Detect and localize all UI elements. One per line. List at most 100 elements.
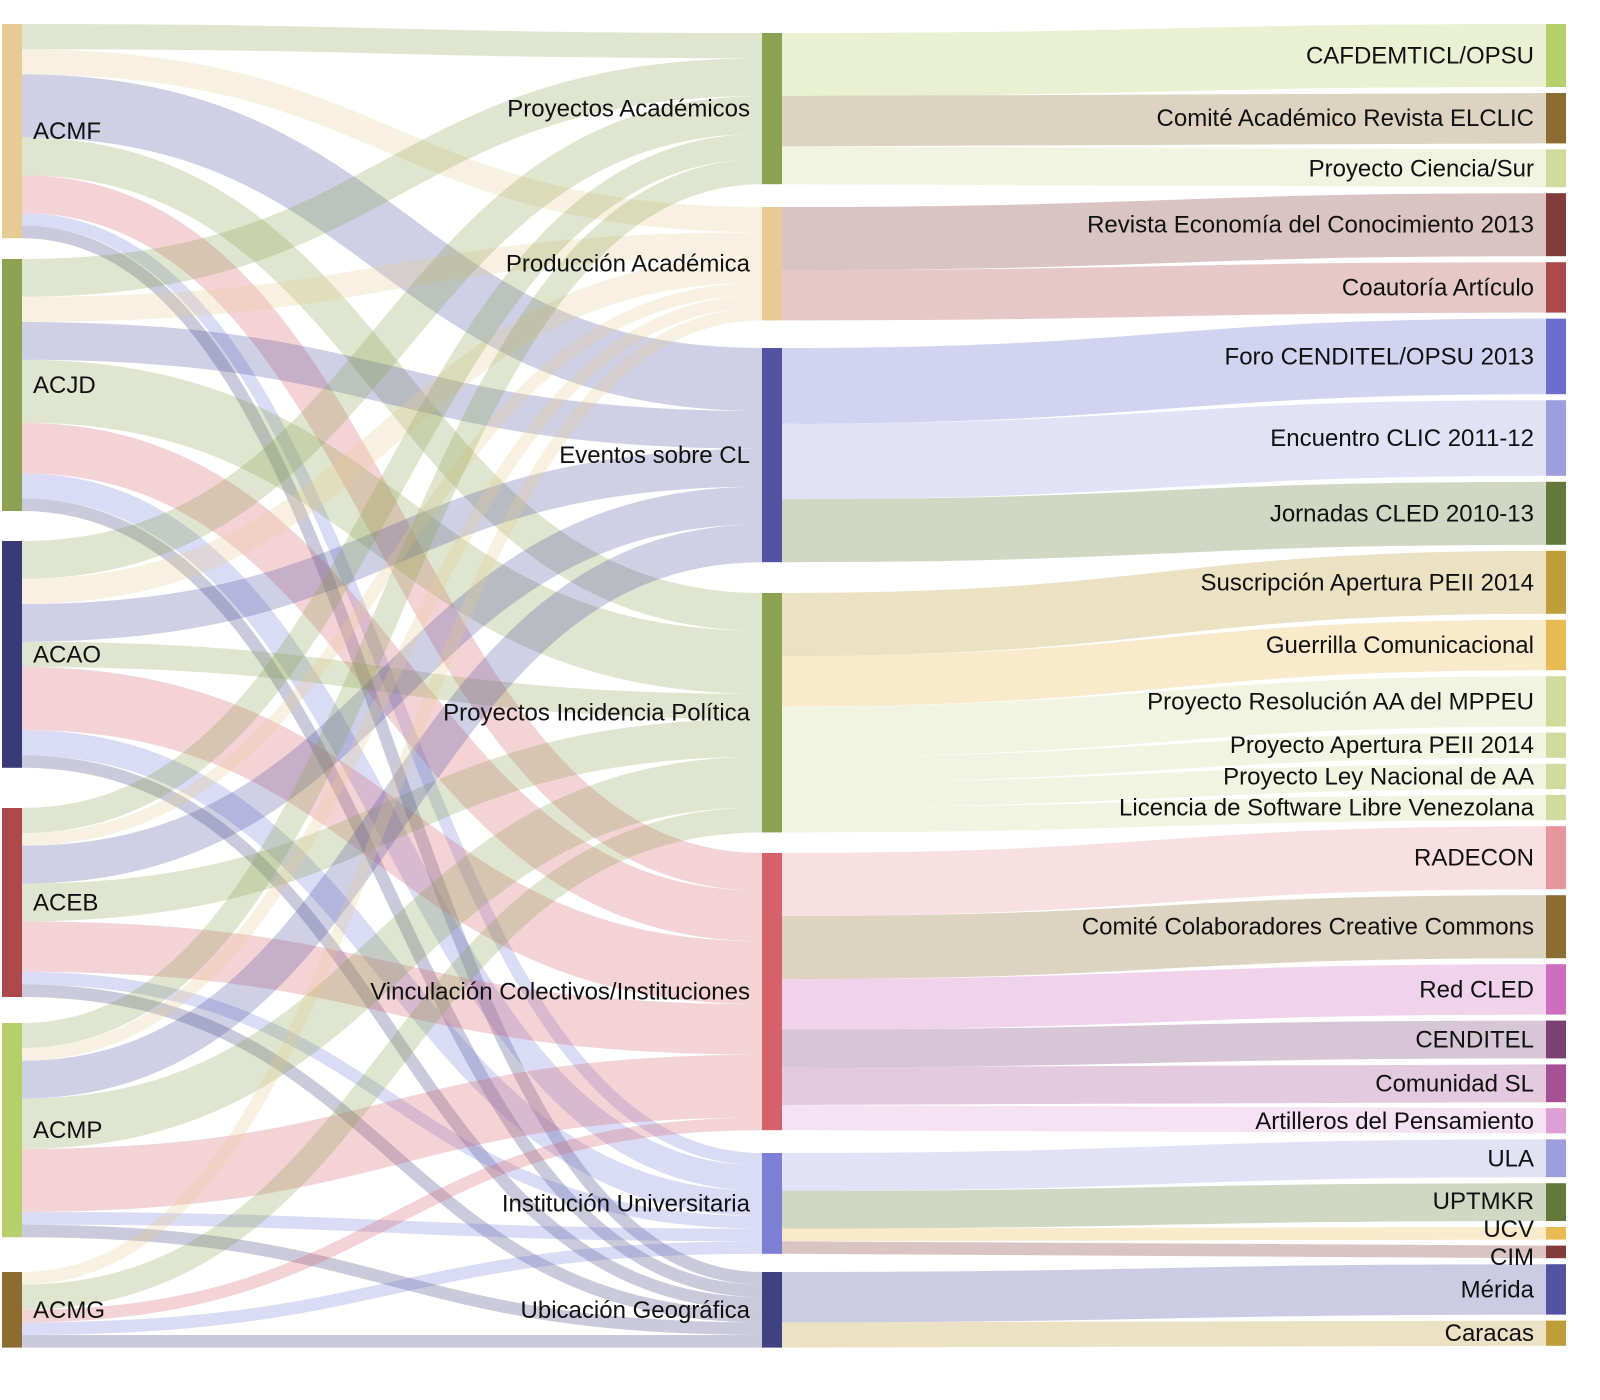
node-uptmkr[interactable] (1546, 1183, 1566, 1221)
node-comunidad-sl[interactable] (1546, 1064, 1566, 1103)
link-acmp-to-proyectos-academicos[interactable] (21, 159, 763, 1049)
link-acjd-to-produccion-academica[interactable] (21, 232, 763, 322)
link-eventos-sobre-cl-to-encuentro-clic-2011-12[interactable] (781, 400, 1547, 500)
link-acmf-to-ubicacion-geografica[interactable] (21, 225, 763, 1285)
link-acmg-to-produccion-academica[interactable] (21, 307, 763, 1285)
link-acao-to-proyectos-incidencia-politica[interactable] (21, 641, 763, 719)
node-acmg[interactable] (2, 1272, 22, 1348)
link-acmp-to-vinculacion-colectivos-instituciones[interactable] (21, 1054, 763, 1212)
link-proyectos-incidencia-politica-to-proyecto-apertura-peii-2014[interactable] (781, 732, 1547, 782)
node-proyecto-ley-nacional-de-aa[interactable] (1546, 763, 1566, 789)
node-acao[interactable] (2, 541, 22, 768)
link-institucion-universitaria-to-cim[interactable] (781, 1241, 1547, 1259)
node-cafdemticl-opsu[interactable] (1546, 24, 1566, 87)
link-acjd-to-proyectos-incidencia-politica[interactable] (21, 359, 763, 694)
link-acmg-to-vinculacion-colectivos-instituciones[interactable] (21, 1117, 763, 1323)
node-radecon[interactable] (1546, 826, 1566, 890)
link-proyectos-incidencia-politica-to-proyecto-ley-nacional-de-aa[interactable] (781, 763, 1547, 808)
link-produccion-academica-to-revista-economia-del-conocimiento-2013[interactable] (781, 193, 1547, 270)
node-cim[interactable] (1546, 1245, 1566, 1259)
link-acjd-to-proyectos-academicos[interactable] (21, 58, 763, 297)
link-proyectos-incidencia-politica-to-proyecto-resolucion-aa-del-mppeu[interactable] (781, 676, 1547, 757)
link-eventos-sobre-cl-to-jornadas-cled-2010-13[interactable] (781, 481, 1547, 563)
link-acmp-to-institucion-universitaria[interactable] (21, 1212, 763, 1242)
node-proyecto-apertura-peii-2014[interactable] (1546, 732, 1566, 758)
link-acmg-to-proyectos-incidencia-politica[interactable] (21, 807, 763, 1310)
node-vinculacion-colectivos-instituciones[interactable] (762, 853, 782, 1131)
node-acmp[interactable] (2, 1023, 22, 1238)
link-acjd-to-eventos-sobre-cl[interactable] (21, 322, 763, 449)
link-proyectos-incidencia-politica-to-suscripcion-apertura-peii-2014[interactable] (781, 550, 1547, 656)
link-acao-to-proyectos-academicos[interactable] (21, 96, 763, 579)
node-licencia-de-software-libre-venezolana[interactable] (1546, 795, 1566, 821)
node-comite-colaboradores-creative-commons[interactable] (1546, 895, 1566, 959)
node-proyectos-academicos[interactable] (762, 33, 782, 185)
node-acmf[interactable] (2, 24, 22, 239)
link-acmf-to-proyectos-incidencia-politica[interactable] (21, 137, 763, 631)
link-acao-to-vinculacion-colectivos-instituciones[interactable] (21, 667, 763, 1005)
node-cenditel[interactable] (1546, 1020, 1566, 1059)
link-proyectos-academicos-to-comite-academico-revista-elclic[interactable] (781, 93, 1547, 147)
node-guerrilla-comunicacional[interactable] (1546, 619, 1566, 671)
link-vinculacion-colectivos-instituciones-to-artilleros-del-pensamiento[interactable] (781, 1105, 1547, 1134)
node-foro-cenditel-opsu-2013[interactable] (1546, 318, 1566, 395)
node-ubicacion-geografica[interactable] (762, 1272, 782, 1348)
link-acjd-to-vinculacion-colectivos-instituciones[interactable] (21, 422, 763, 942)
link-ubicacion-geografica-to-caracas[interactable] (781, 1320, 1547, 1348)
link-aceb-to-eventos-sobre-cl[interactable] (21, 486, 763, 884)
link-acao-to-eventos-sobre-cl[interactable] (21, 448, 763, 642)
node-proyecto-ciencia-sur[interactable] (1546, 149, 1566, 188)
link-acmp-to-produccion-academica[interactable] (21, 295, 763, 1061)
node-revista-economia-del-conocimiento-2013[interactable] (1546, 193, 1566, 257)
link-vinculacion-colectivos-instituciones-to-comunidad-sl[interactable] (781, 1064, 1547, 1105)
link-institucion-universitaria-to-ula[interactable] (781, 1139, 1547, 1191)
link-institucion-universitaria-to-uptmkr[interactable] (781, 1183, 1547, 1229)
node-coautoria-articulo[interactable] (1546, 262, 1566, 313)
node-proyecto-resolucion-aa-del-mppeu[interactable] (1546, 676, 1566, 727)
link-eventos-sobre-cl-to-foro-cenditel-opsu-2013[interactable] (781, 318, 1547, 424)
link-proyectos-academicos-to-cafdemticl-opsu[interactable] (781, 24, 1547, 96)
node-encuentro-clic-2011-12[interactable] (1546, 400, 1566, 476)
link-proyectos-academicos-to-proyecto-ciencia-sur[interactable] (781, 146, 1547, 188)
link-acmp-to-ubicacion-geografica[interactable] (21, 1224, 763, 1335)
link-acmg-to-institucion-universitaria[interactable] (21, 1241, 763, 1335)
link-acjd-to-ubicacion-geografica[interactable] (21, 498, 763, 1298)
link-produccion-academica-to-coautoria-articulo[interactable] (781, 262, 1547, 321)
node-acjd[interactable] (2, 259, 22, 511)
link-institucion-universitaria-to-ucv[interactable] (781, 1227, 1547, 1242)
link-aceb-to-institucion-universitaria[interactable] (21, 971, 763, 1229)
link-aceb-to-proyectos-incidencia-politica[interactable] (21, 719, 763, 922)
link-acmp-to-proyectos-incidencia-politica[interactable] (21, 756, 763, 1149)
node-eventos-sobre-cl[interactable] (762, 348, 782, 563)
link-vinculacion-colectivos-instituciones-to-cenditel[interactable] (781, 1020, 1547, 1068)
link-aceb-to-vinculacion-colectivos-instituciones[interactable] (21, 921, 763, 1055)
link-vinculacion-colectivos-instituciones-to-comite-colaboradores-creative-commons[interactable] (781, 895, 1547, 979)
link-aceb-to-proyectos-academicos[interactable] (21, 133, 763, 834)
link-acmf-to-institucion-universitaria[interactable] (21, 213, 763, 1166)
link-acmf-to-vinculacion-colectivos-instituciones[interactable] (21, 175, 763, 891)
node-caracas[interactable] (1546, 1320, 1566, 1346)
link-aceb-to-ubicacion-geografica[interactable] (21, 984, 763, 1323)
link-acmf-to-produccion-academica[interactable] (21, 49, 763, 233)
node-ula[interactable] (1546, 1139, 1566, 1178)
node-red-cled[interactable] (1546, 964, 1566, 1015)
link-vinculacion-colectivos-instituciones-to-radecon[interactable] (781, 826, 1547, 916)
link-acmf-to-eventos-sobre-cl[interactable] (21, 74, 763, 411)
node-aceb[interactable] (2, 808, 22, 997)
node-merida[interactable] (1546, 1264, 1566, 1315)
node-proyectos-incidencia-politica[interactable] (762, 593, 782, 833)
link-vinculacion-colectivos-instituciones-to-red-cled[interactable] (781, 964, 1547, 1030)
node-comite-academico-revista-elclic[interactable] (1546, 93, 1566, 144)
link-proyectos-incidencia-politica-to-guerrilla-comunicacional[interactable] (781, 619, 1547, 707)
link-acmp-to-eventos-sobre-cl[interactable] (21, 524, 763, 1099)
node-artilleros-del-pensamiento[interactable] (1546, 1108, 1566, 1134)
link-proyectos-incidencia-politica-to-licencia-de-software-libre-venezolana[interactable] (781, 795, 1547, 833)
link-acjd-to-institucion-universitaria[interactable] (21, 473, 763, 1191)
node-institucion-universitaria[interactable] (762, 1153, 782, 1254)
link-aceb-to-produccion-academica[interactable] (21, 282, 763, 846)
link-ubicacion-geografica-to-merida[interactable] (781, 1264, 1547, 1323)
link-acao-to-produccion-academica[interactable] (21, 257, 763, 604)
link-acmf-to-proyectos-academicos[interactable] (21, 24, 763, 59)
node-suscripcion-apertura-peii-2014[interactable] (1546, 550, 1566, 614)
node-ucv[interactable] (1546, 1227, 1566, 1240)
